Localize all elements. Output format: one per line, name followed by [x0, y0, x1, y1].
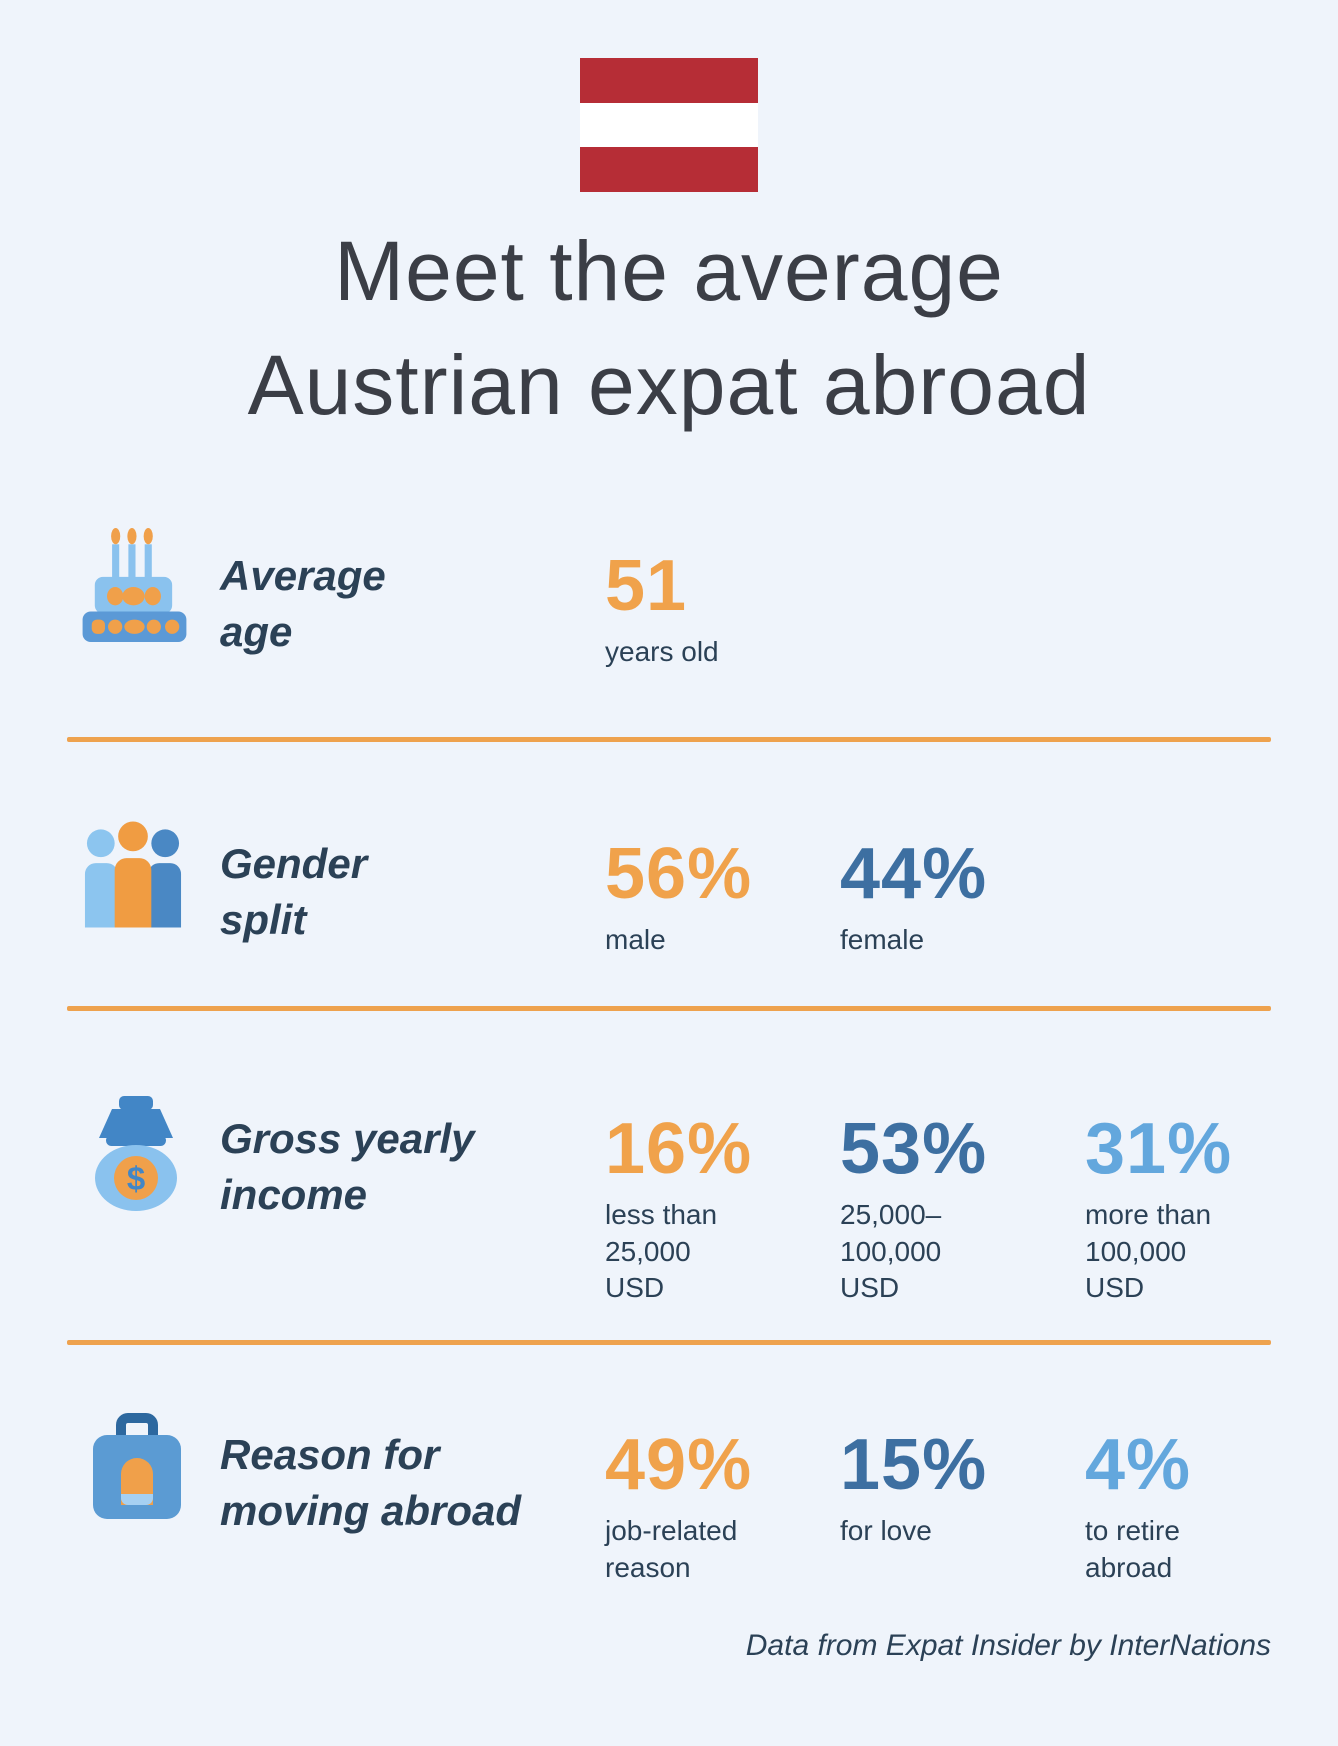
austria-flag-icon	[580, 58, 758, 193]
divider	[67, 737, 1271, 743]
stat-job-related: 49% job-related reason	[605, 1429, 840, 1586]
section-label-reason-for-moving-abroad: Reason for moving abroad	[220, 1431, 522, 1535]
section-gender-split: Gender split 56% male 44% female	[67, 742, 1271, 1006]
stat-value: 44%	[840, 834, 988, 915]
sections: Average age 51 years old Gender split	[67, 442, 1271, 1595]
suitcase-icon	[67, 1407, 220, 1532]
stat-for-love: 15% for love	[840, 1429, 1085, 1549]
divider	[67, 1340, 1271, 1346]
stat-label: years old	[605, 636, 719, 668]
stat-income-mid: 53% 25,000– 100,000 USD	[840, 1113, 1085, 1306]
page-title-line2: Austrian expat abroad	[247, 338, 1091, 433]
stat-retire-abroad: 4% to retire abroad	[1085, 1429, 1271, 1586]
stat-income-high: 31% more than 100,000 USD	[1085, 1113, 1271, 1306]
flag-stripe-white	[580, 102, 758, 148]
stat-label: male	[605, 924, 666, 956]
page-title: Meet the average Austrian expat abroad	[0, 214, 1338, 442]
stat-value: 15%	[840, 1425, 988, 1506]
stat-value: 31%	[1085, 1109, 1233, 1190]
section-average-age: Average age 51 years old	[67, 442, 1271, 737]
people-icon	[67, 816, 220, 933]
stat-average-age: 51 years old	[605, 550, 840, 670]
stat-label: job-related reason	[605, 1515, 738, 1583]
section-gross-yearly-income: $ Gross yearly income 16% less than 25,0…	[67, 1011, 1271, 1340]
stat-label: 25,000– 100,000 USD	[840, 1199, 942, 1304]
stat-label: more than 100,000 USD	[1085, 1199, 1212, 1304]
section-label-gross-yearly-income: Gross yearly income	[220, 1115, 475, 1219]
page-title-line1: Meet the average	[334, 224, 1004, 318]
divider	[67, 1006, 1271, 1012]
stat-value: 49%	[605, 1425, 753, 1506]
section-reason-for-moving-abroad: Reason for moving abroad 49% job-related…	[67, 1345, 1271, 1595]
stat-label: for love	[840, 1515, 932, 1547]
money-bag-icon: $	[67, 1091, 220, 1216]
stat-value: 51	[605, 546, 688, 627]
flag-stripe-red-bottom	[580, 147, 758, 193]
data-source-credit: Data from Expat Insider by InterNations	[745, 1629, 1271, 1663]
stat-label: female	[840, 924, 925, 956]
stat-value: 53%	[840, 1109, 988, 1190]
flag-stripe-red-top	[580, 58, 758, 103]
stat-male: 56% male	[605, 838, 840, 958]
infographic-page: Meet the average Austrian expat abroad	[0, 58, 1338, 1663]
section-label-gender-split: Gender split	[220, 840, 368, 944]
stat-income-low: 16% less than 25,000 USD	[605, 1113, 840, 1306]
dollar-sign-glyph: $	[127, 1160, 145, 1197]
stat-value: 4%	[1085, 1425, 1192, 1506]
section-label-average-age: Average age	[220, 552, 386, 656]
birthday-cake-icon	[67, 528, 220, 647]
stat-value: 56%	[605, 834, 753, 915]
stat-label: less than 25,000 USD	[605, 1199, 718, 1304]
stat-female: 44% female	[840, 838, 1085, 958]
stat-value: 16%	[605, 1109, 753, 1190]
stat-label: to retire abroad	[1085, 1515, 1180, 1583]
